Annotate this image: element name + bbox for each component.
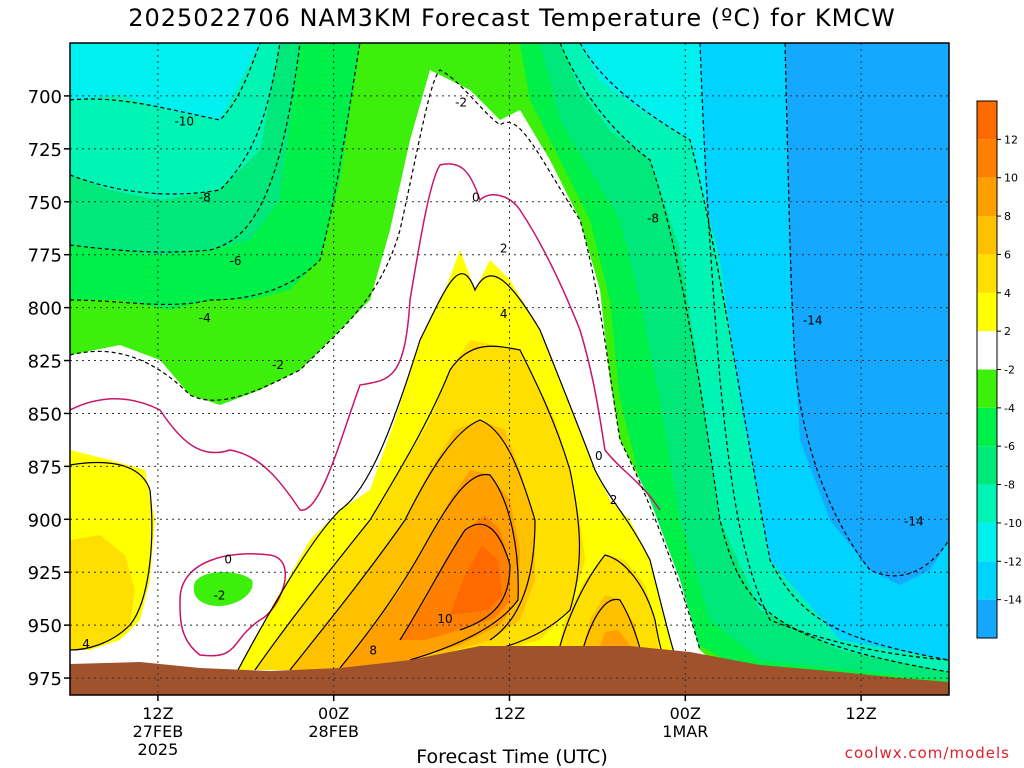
contour-label: -2: [272, 358, 284, 372]
y-tick-label: 700: [28, 87, 62, 108]
isotherm-zero-left: [70, 163, 661, 511]
contour-label: -8: [647, 212, 659, 226]
x-tick-sublabel: 1MAR: [662, 722, 708, 741]
colorbar-label: -10: [1004, 517, 1022, 530]
contour-label-zero: 0: [224, 553, 232, 567]
chart-title: 2025022706 NAM3KM Forecast Temperature (…: [128, 4, 896, 32]
colorbar-swatch: [977, 101, 997, 140]
colorbar-swatch: [977, 599, 997, 638]
isotherm-right-c: [699, 43, 949, 661]
x-tick-sublabel: 28FEB: [308, 722, 359, 741]
y-tick-label: 825: [28, 352, 62, 373]
y-tick-label: 725: [28, 140, 62, 161]
y-tick-label: 900: [28, 510, 62, 531]
contour-label: 4: [500, 307, 508, 321]
isotherm-right-b: [579, 43, 949, 661]
contour-label: -2: [213, 589, 225, 603]
contour-label: -10: [174, 114, 194, 128]
colorbar-swatch: [977, 407, 997, 447]
colorbar-label: 8: [1004, 210, 1011, 223]
isotherm-zero-lower: [179, 553, 287, 657]
contour-label: 2: [500, 241, 508, 255]
y-tick-label: 875: [28, 457, 62, 478]
colorbar-label: -14: [1004, 594, 1022, 607]
contour-label: -2: [455, 95, 467, 109]
contour-label-zero: 0: [472, 191, 480, 205]
y-tick-label: 800: [28, 299, 62, 320]
colorbar-label: 2: [1004, 325, 1011, 338]
isotherm-plus2: [237, 273, 681, 671]
colorbar-label: -2: [1004, 364, 1015, 377]
isotherm-plus10: [399, 523, 511, 641]
colorbar-label: 4: [1004, 287, 1011, 300]
colorbar-label: 12: [1004, 133, 1018, 146]
fill-band-plus12: [450, 545, 502, 615]
contour-label: 8: [369, 644, 377, 658]
colorbar-swatch: [977, 484, 997, 523]
contour-label: -14: [803, 313, 823, 327]
fill-left-plus4: [70, 535, 135, 650]
x-tick-label: 12Z: [142, 704, 173, 723]
contour-label: -6: [230, 254, 242, 268]
contour-label: -8: [199, 191, 211, 205]
x-axis-label: Forecast Time (UTC): [416, 746, 608, 768]
y-tick-label: 925: [28, 563, 62, 584]
isotherm-plus4: [254, 345, 581, 671]
contour-label: -4: [199, 311, 211, 325]
contour-labels: -10 -8 -6 -4 -2 -2 0 2 4 -8 -14 -14 0 2 0 -2 4 10 8: [82, 95, 923, 657]
colorbar-label: -4: [1004, 402, 1015, 415]
colorbar-swatch: [977, 331, 997, 370]
isotherm-plus6: [289, 419, 536, 671]
colorbar-legend: -14 -12 -10 -8 -6 -4 -2 2 4 6 8 10 12: [976, 100, 1022, 639]
isotherm-minus2: [70, 69, 701, 651]
x-tick-label: 00Z: [670, 704, 701, 723]
contour-label: 2: [610, 493, 618, 507]
isotherm-right-plus2: [554, 554, 671, 671]
credit-text: coolwx.com/models: [844, 744, 1010, 762]
x-tick-label: 00Z: [318, 704, 349, 723]
y-tick-label: 975: [28, 669, 62, 690]
contour-label: 10: [437, 612, 452, 626]
contour-label-zero: 0: [595, 449, 603, 463]
colorbar-swatch: [977, 177, 997, 217]
y-tick-label: 775: [28, 246, 62, 267]
colorbar-label: 10: [1004, 172, 1018, 185]
isotherm-plus8: [339, 473, 519, 669]
x-tick-label: 12Z: [845, 704, 876, 723]
x-tick-sublabel: 2025: [138, 740, 179, 759]
colorbar-swatch: [977, 139, 997, 178]
isotherm-left-plus2: [70, 461, 153, 651]
y-axis: 700 725 750 775 800 825 850 875 900 925 950 975: [28, 87, 70, 690]
x-tick-label: 12Z: [494, 704, 525, 723]
contour-lines: [70, 43, 949, 673]
colorbar-label: -12: [1004, 555, 1022, 568]
colorbar-swatch: [977, 254, 997, 293]
colorbar-swatch: [977, 369, 997, 408]
contour-label: 4: [82, 637, 90, 651]
gridlines: [70, 43, 949, 695]
y-tick-label: 950: [28, 616, 62, 637]
colorbar-label: 6: [1004, 248, 1011, 261]
isotherm-right-a: [559, 43, 949, 673]
contour-label: -14: [904, 514, 924, 528]
fill-blob-minus4: [193, 572, 253, 606]
colorbar-swatch: [977, 446, 997, 485]
colorbar-swatch: [977, 216, 997, 255]
isotherm-minus4: [70, 43, 361, 306]
terrain-fill: [70, 646, 949, 695]
colorbar-swatch: [977, 561, 997, 600]
isotherm-minus6: [70, 43, 301, 253]
colorbar-label: -6: [1004, 440, 1015, 453]
y-tick-label: 750: [28, 193, 62, 214]
colorbar-swatch: [977, 292, 997, 332]
colorbar-swatch: [977, 522, 997, 562]
fill-band-minus16: [785, 43, 949, 585]
isotherm-minus8: [70, 43, 281, 195]
colorbar-label: -8: [1004, 479, 1015, 492]
x-tick-sublabel: 27FEB: [133, 722, 184, 741]
y-tick-label: 850: [28, 404, 62, 425]
